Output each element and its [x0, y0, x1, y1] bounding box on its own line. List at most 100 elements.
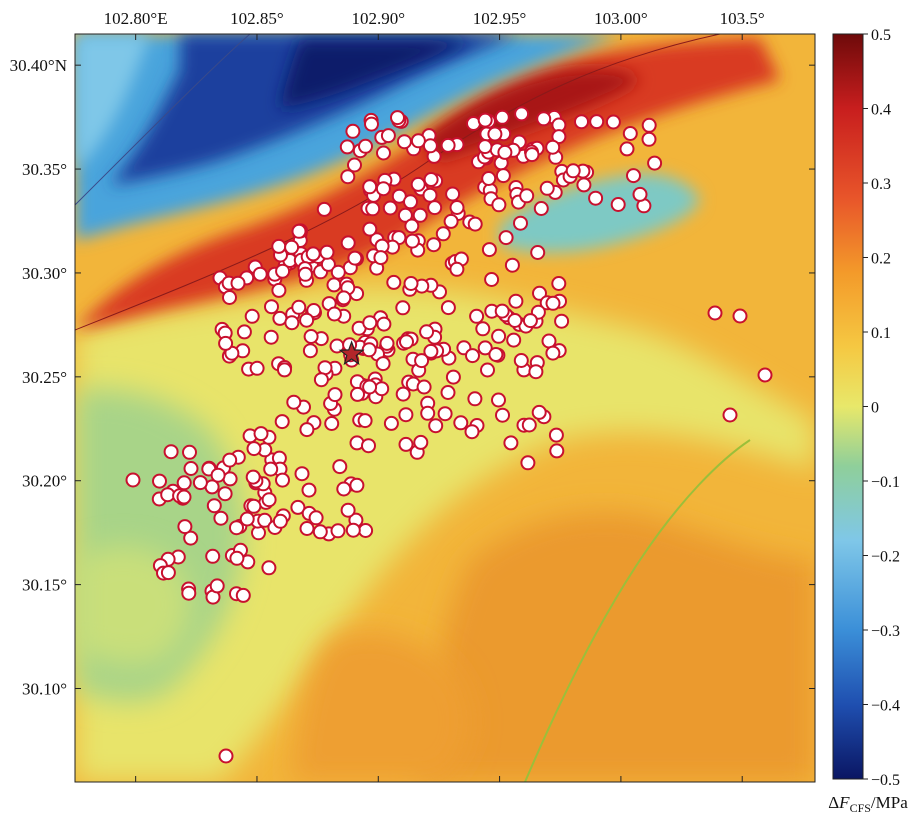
aftershock-91	[647, 155, 663, 171]
aftershock-200	[297, 266, 313, 282]
aftershock-65	[390, 110, 405, 126]
aftershock-108	[513, 215, 528, 231]
aftershock-45	[339, 139, 355, 155]
aftershock-397	[358, 523, 374, 538]
aftershock-72	[565, 163, 581, 179]
aftershock-414	[299, 521, 315, 536]
aftershock-319	[347, 250, 363, 266]
aftershock-173	[449, 200, 465, 215]
aftershock-204	[481, 242, 497, 258]
aftershock-240	[545, 345, 561, 361]
aftershock-248	[488, 347, 504, 362]
aftershock-201	[491, 197, 507, 213]
x-tick-label: 103.5°	[720, 9, 765, 28]
aftershock-321	[303, 329, 319, 344]
aftershock-outlier-2	[176, 489, 192, 505]
aftershock-41	[440, 137, 456, 153]
aftershock-26	[380, 128, 396, 144]
aftershock-333	[217, 486, 233, 502]
aftershock-226	[480, 362, 495, 378]
aftershock-180	[284, 239, 300, 255]
aftershock-268	[379, 335, 395, 351]
stress-field-darkest-blue-core	[280, 40, 470, 108]
aftershock-404	[349, 477, 365, 493]
aftershock-75	[364, 116, 379, 132]
aftershock-133	[362, 221, 378, 237]
stress-field-orange-zone-south	[290, 632, 471, 782]
stress-field-orange-zone-se	[420, 512, 815, 782]
colorbar: 0.5 0.4 0.3 0.2 0.1 0 −0.1 −0.2 −0.3 −0.4 −0.5 ΔFC…	[828, 27, 908, 815]
colorbar-tick-label: 0.3	[871, 176, 891, 193]
stress-field-cool-lobe	[500, 173, 700, 253]
aftershock-249	[513, 353, 529, 368]
aftershock-74	[362, 179, 378, 195]
colorbar-tick-label: 0	[871, 400, 879, 417]
aftershock-364	[177, 519, 193, 535]
stress-field-dark-red-core	[420, 69, 640, 160]
aftershock-262	[357, 413, 373, 429]
aftershock-128	[504, 257, 520, 273]
aftershock-outlier-0	[125, 472, 141, 488]
aftershock-427	[330, 523, 346, 539]
aftershock-94	[497, 144, 513, 160]
x-tick-label: 102.90°	[351, 9, 405, 28]
colorbar-title-unit: /MPa	[871, 793, 908, 812]
aftershock-60	[494, 109, 510, 125]
aftershock-417	[336, 481, 352, 497]
stress-field-deep-blue-zone	[110, 34, 520, 185]
mainshock-star	[338, 340, 365, 366]
aftershock-189	[403, 276, 419, 291]
aftershock-306	[222, 290, 237, 305]
aftershock-49	[524, 147, 540, 163]
aftershock-30	[641, 131, 657, 147]
aftershock-93	[576, 177, 592, 193]
aftershock-outlier-3	[722, 407, 738, 423]
y-tick-label: 30.10°	[22, 680, 67, 699]
aftershock-156	[404, 218, 420, 234]
aftershock-369	[152, 473, 167, 489]
aftershock-350	[206, 498, 222, 514]
aftershock-51	[622, 126, 638, 141]
aftershock-420	[253, 426, 269, 442]
aftershock-318	[373, 250, 389, 266]
aftershock-228	[376, 316, 392, 332]
aftershock-210	[548, 427, 564, 443]
stress-field-yellow-zone	[75, 287, 815, 782]
aftershock-292	[374, 381, 390, 397]
colorbar-tick-label: 0.2	[871, 251, 891, 268]
aftershock-192	[404, 233, 420, 249]
aftershock-424	[350, 386, 365, 402]
aftershock-246	[549, 443, 565, 459]
y-tick-label: 30.25°	[22, 368, 67, 387]
aftershock-329	[313, 372, 329, 388]
aftershock-308	[299, 312, 315, 328]
aftershock-13	[641, 117, 657, 133]
x-tick-label: 102.80°E	[104, 9, 168, 28]
aftershock-64	[589, 114, 605, 130]
colorbar-tick-label: −0.4	[871, 698, 900, 715]
aftershock-373	[181, 585, 197, 601]
map-frame	[74, 33, 816, 783]
x-axis-longitude: 102.80°E 102.85° 102.90° 102.95° 103.00° 103.…	[104, 9, 765, 782]
aftershock-59	[605, 114, 621, 130]
aftershock-73	[422, 138, 438, 154]
aftershock-279	[362, 315, 378, 331]
aftershock-388	[301, 482, 317, 498]
aftershock-151	[340, 235, 356, 251]
aftershock-160	[440, 300, 456, 316]
aftershock-327	[218, 335, 234, 351]
aftershock-217	[467, 391, 483, 407]
aftershock-347	[246, 498, 262, 514]
aftershock-137	[306, 303, 322, 318]
colorbar-tick-label: −0.3	[871, 623, 900, 640]
aftershock-401	[290, 499, 306, 515]
aftershock-280	[244, 308, 260, 324]
colorbar-tick-label: 0.4	[871, 102, 891, 119]
aftershock-429	[275, 472, 290, 488]
fault-trace-south	[524, 439, 751, 782]
aftershock-258	[465, 348, 480, 364]
aftershock-149	[397, 207, 413, 223]
aftershock-23	[487, 126, 503, 142]
aftershock-225	[398, 407, 414, 423]
